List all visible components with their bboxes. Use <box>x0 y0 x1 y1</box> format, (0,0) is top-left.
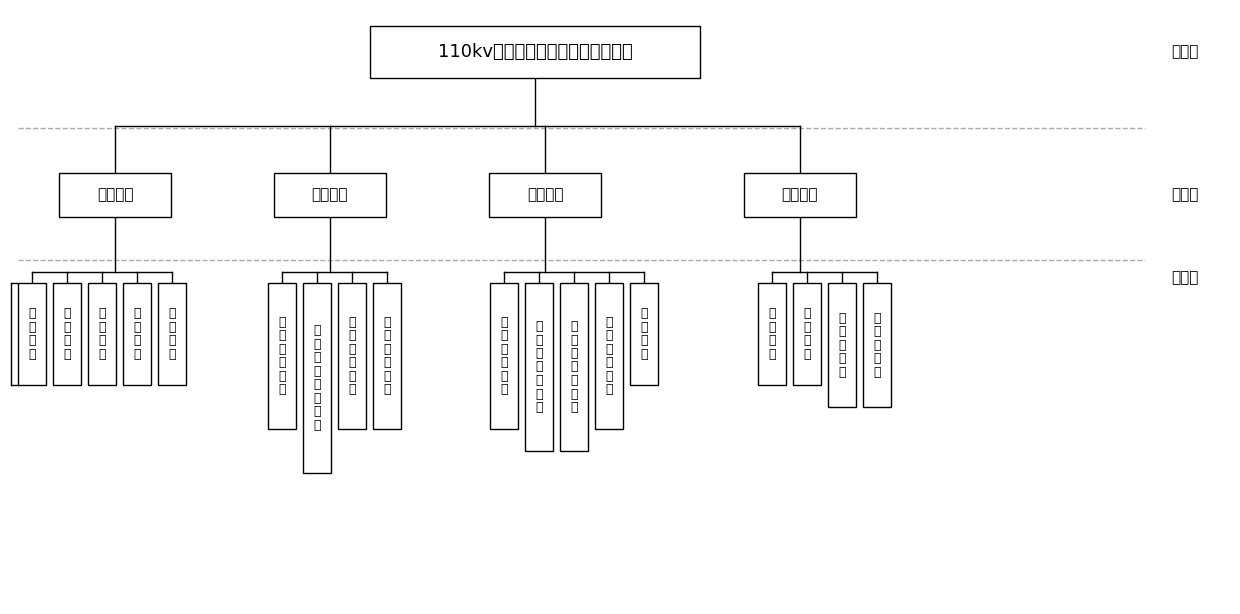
Bar <box>60 173 171 217</box>
Bar <box>525 283 553 451</box>
Text: 梁
的
耐
火
极
限: 梁 的 耐 火 极 限 <box>278 316 285 396</box>
Text: 室
内
消
火
栓
数
量: 室 内 消 火 栓 数 量 <box>536 320 543 414</box>
Bar <box>863 283 892 407</box>
Text: 屋
面
板
的
耐
火
极
限: 屋 面 板 的 耐 火 极 限 <box>314 324 321 432</box>
Bar <box>595 283 622 429</box>
Text: 防
火
分
区: 防 火 分 区 <box>63 307 71 361</box>
Text: 110kv变电站设计阶段消防控制体系: 110kv变电站设计阶段消防控制体系 <box>438 43 632 61</box>
Text: 室
外
消
火
栓
数
量: 室 外 消 火 栓 数 量 <box>570 320 578 414</box>
Bar <box>53 283 81 385</box>
Bar <box>630 283 658 385</box>
Text: 消
防
通
道: 消 防 通 道 <box>169 307 176 361</box>
Bar <box>490 283 518 429</box>
Bar <box>123 283 151 385</box>
Text: 建筑布局: 建筑布局 <box>97 187 133 203</box>
Text: 消
防
报
警: 消 防 报 警 <box>804 307 811 361</box>
Text: 结构选材: 结构选材 <box>311 187 348 203</box>
Bar <box>758 283 786 385</box>
Bar <box>157 283 186 385</box>
Bar <box>303 283 331 473</box>
Bar <box>560 283 588 451</box>
Bar <box>88 283 117 385</box>
Text: 墙
的
耐
火
极
限: 墙 的 耐 火 极 限 <box>383 316 391 396</box>
Bar <box>794 283 821 385</box>
Text: 消
防
道
路: 消 防 道 路 <box>98 307 105 361</box>
Bar <box>489 173 601 217</box>
Text: 柱
的
耐
火
极
限: 柱 的 耐 火 极 限 <box>348 316 356 396</box>
Text: 应
急
照
明: 应 急 照 明 <box>769 307 776 361</box>
Text: 指标层: 指标层 <box>1172 271 1199 286</box>
Bar <box>19 283 46 385</box>
Bar <box>744 173 856 217</box>
Bar <box>373 283 401 429</box>
Text: 消
防
水
池
体
积: 消 防 水 池 体 积 <box>605 316 613 396</box>
Text: 市
政
给
水
来
源: 市 政 给 水 来 源 <box>500 316 507 396</box>
Bar <box>268 283 296 429</box>
Text: 准则层: 准则层 <box>1172 187 1199 203</box>
Bar <box>828 283 856 407</box>
Text: 消防给水: 消防给水 <box>527 187 563 203</box>
Text: 防
火
间
距: 防 火 间 距 <box>29 307 36 361</box>
Text: 水
箱
体
积: 水 箱 体 积 <box>640 307 647 361</box>
Bar <box>339 283 366 429</box>
Text: 化
学
灭
火
器: 化 学 灭 火 器 <box>873 311 880 378</box>
Text: 转
弯
半
径: 转 弯 半 径 <box>133 307 141 361</box>
Text: 安
消
防
联
动: 安 消 防 联 动 <box>838 311 846 378</box>
Bar <box>370 26 701 78</box>
Bar <box>274 173 386 217</box>
Text: 应急设施: 应急设施 <box>781 187 818 203</box>
Text: 目标层: 目标层 <box>1172 44 1199 60</box>
